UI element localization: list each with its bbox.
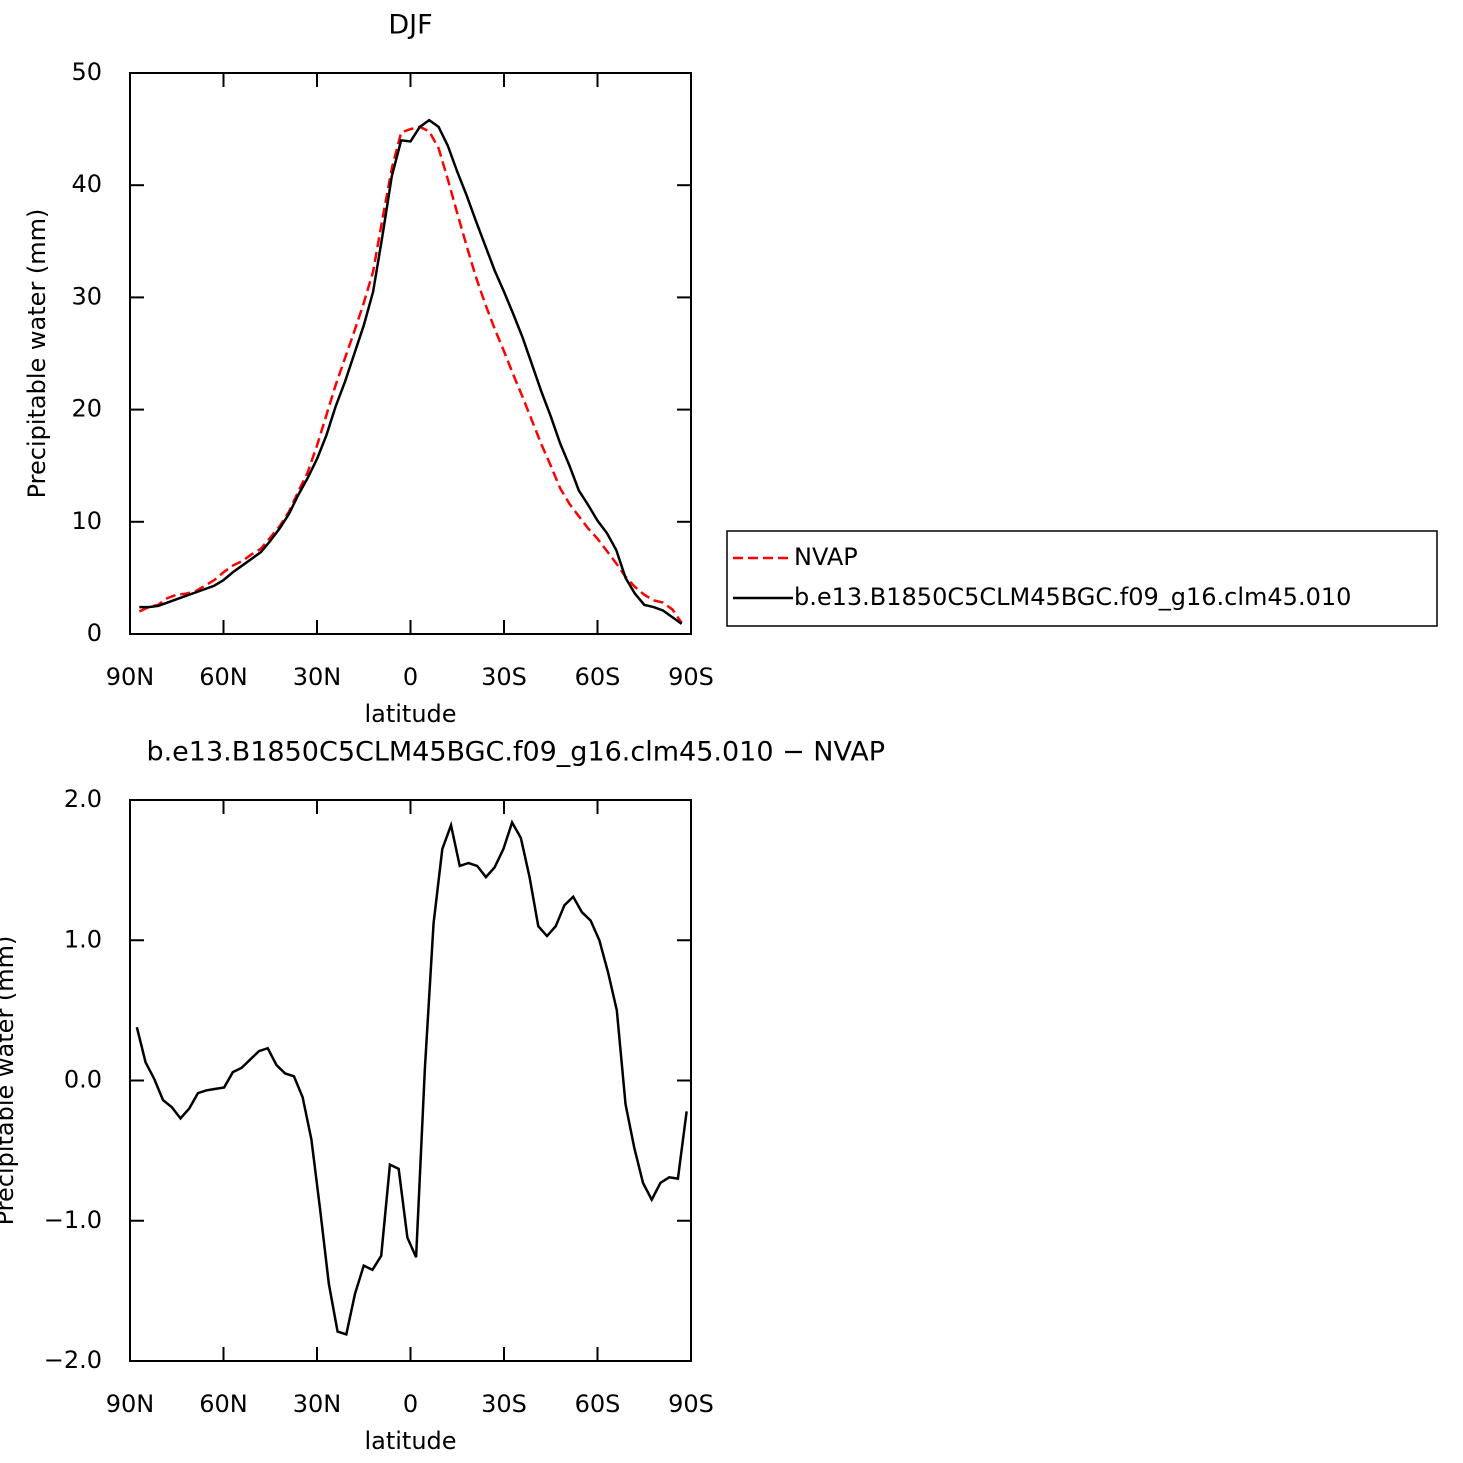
y-tick-label: 0.0 <box>64 1066 102 1094</box>
x-tick-label: 0 <box>403 1390 418 1418</box>
x-tick-label: 60N <box>199 1390 248 1418</box>
y-tick-label: 20 <box>71 395 102 423</box>
y-tick-label: 1.0 <box>64 925 102 953</box>
y-tick-label: 2.0 <box>64 785 102 813</box>
y-tick-label: −2.0 <box>44 1346 102 1374</box>
x-axis-label: latitude <box>364 1427 456 1455</box>
y-axis-label: Precipitable water (mm) <box>23 209 51 499</box>
x-tick-label: 30N <box>293 1390 342 1418</box>
legend-label: b.e13.B1850C5CLM45BGC.f09_g16.clm45.010 <box>794 583 1351 611</box>
x-tick-label: 90S <box>668 1390 714 1418</box>
legend-box <box>726 530 1438 627</box>
data-line <box>135 819 688 1336</box>
y-tick-label: 50 <box>71 58 102 86</box>
x-tick-label: 60S <box>575 1390 621 1418</box>
x-tick-label: 90S <box>668 663 714 691</box>
y-tick-label: 40 <box>71 170 102 198</box>
y-tick-label: 10 <box>71 507 102 535</box>
x-tick-label: 60S <box>575 663 621 691</box>
data-line <box>139 118 683 625</box>
x-tick-label: 30S <box>481 663 527 691</box>
data-line <box>138 125 683 624</box>
y-tick-label: 30 <box>71 282 102 310</box>
chart-title: b.e13.B1850C5CLM45BGC.f09_g16.clm45.010 … <box>146 737 885 768</box>
x-axis-label: latitude <box>364 700 456 728</box>
x-tick-label: 60N <box>199 663 248 691</box>
y-tick-label: −1.0 <box>44 1206 102 1234</box>
y-tick-label: 0 <box>87 619 102 647</box>
x-tick-label: 0 <box>403 663 418 691</box>
plot-frame <box>129 799 692 1362</box>
x-tick-label: 30S <box>481 1390 527 1418</box>
chart-title: DJF <box>388 10 432 41</box>
y-axis-label: Precipitable water (mm) <box>0 936 19 1226</box>
x-tick-label: 30N <box>293 663 342 691</box>
legend-label: NVAP <box>794 543 858 571</box>
x-tick-label: 90N <box>106 1390 155 1418</box>
plot-frame <box>129 72 692 635</box>
x-tick-label: 90N <box>106 663 155 691</box>
